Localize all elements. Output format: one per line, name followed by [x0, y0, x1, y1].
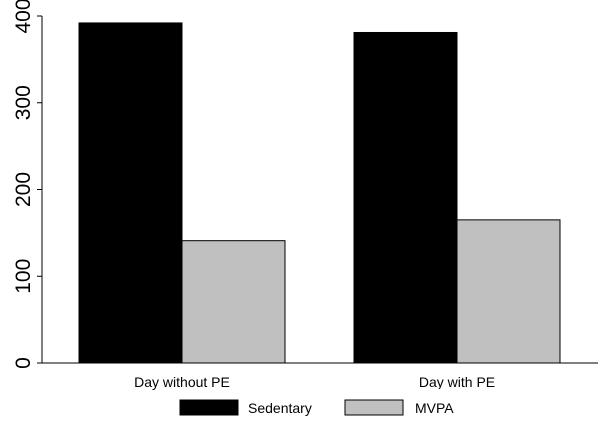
bar-mvpa-1 — [456, 219, 561, 364]
y-tick-label: 200 — [12, 172, 35, 207]
y-axis: 0 100 200 300 400 — [12, 0, 43, 369]
y-tick-label: 300 — [12, 85, 35, 120]
legend-swatch-mvpa — [344, 399, 404, 416]
legend: Sedentary MVPA — [172, 389, 572, 425]
x-axis: Day without PE Day with PE — [42, 362, 598, 390]
x-category-label: Day with PE — [419, 374, 495, 390]
bar-sedentary-1 — [353, 31, 458, 364]
y-tick-label: 0 — [12, 357, 35, 369]
legend-label-mvpa: MVPA — [415, 400, 454, 416]
legend-swatch-sedentary — [179, 399, 239, 416]
x-category-label: Day without PE — [134, 374, 230, 390]
y-tick-label: 100 — [12, 259, 35, 294]
bars-group — [78, 22, 561, 364]
y-tick-label: 400 — [12, 0, 35, 34]
bar-mvpa-0 — [181, 240, 286, 364]
legend-label-sedentary: Sedentary — [248, 400, 312, 416]
bar-sedentary-0 — [78, 22, 183, 364]
